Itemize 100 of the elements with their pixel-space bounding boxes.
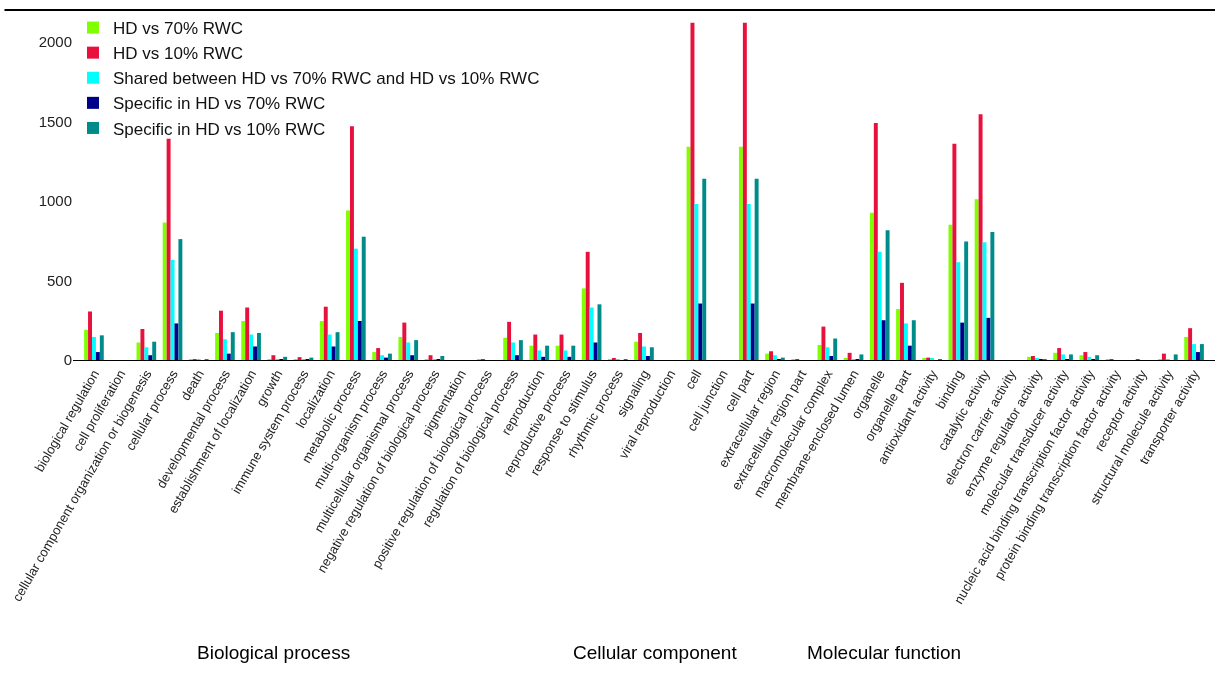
bar xyxy=(585,251,590,360)
bar xyxy=(529,345,534,360)
bar xyxy=(357,321,362,360)
bar xyxy=(952,143,957,360)
bar xyxy=(241,321,246,360)
bar xyxy=(956,262,961,360)
y-tick-label: 500 xyxy=(46,271,72,289)
bar xyxy=(589,307,594,360)
legend-label: HD vs 70% RWC xyxy=(113,19,244,39)
bar xyxy=(738,146,743,360)
bar xyxy=(833,338,838,360)
bar xyxy=(245,307,250,360)
text: Cellular component xyxy=(573,642,738,663)
bar xyxy=(859,354,864,360)
bar xyxy=(896,309,901,360)
bar xyxy=(750,303,755,360)
bar xyxy=(765,353,770,360)
y-tick-label: 0 xyxy=(63,351,72,369)
bar xyxy=(829,356,834,360)
bar xyxy=(698,303,703,360)
bar xyxy=(571,345,576,360)
bar xyxy=(537,350,542,360)
bar xyxy=(249,334,254,360)
bar xyxy=(372,352,377,360)
bar xyxy=(581,288,586,360)
bar xyxy=(877,251,882,360)
y-tick-label: 2000 xyxy=(38,33,72,51)
bar xyxy=(900,282,904,360)
bar xyxy=(702,178,707,360)
bar xyxy=(511,342,515,360)
bar xyxy=(84,329,89,360)
bar xyxy=(91,336,96,360)
bar xyxy=(1192,344,1197,360)
bar xyxy=(821,326,826,360)
bar xyxy=(283,356,288,360)
bar xyxy=(1079,355,1084,360)
bar xyxy=(960,322,965,360)
bar xyxy=(353,248,358,360)
bar xyxy=(964,241,969,360)
bar xyxy=(986,317,991,360)
bar xyxy=(297,357,302,360)
bar xyxy=(1031,356,1035,360)
bar xyxy=(1188,328,1193,360)
bar xyxy=(88,311,92,360)
bar xyxy=(95,352,100,360)
bar xyxy=(1061,354,1066,360)
legend-label: Specific in HD vs 70% RWC xyxy=(113,94,326,114)
bar xyxy=(634,341,639,360)
bar xyxy=(773,355,777,360)
bar xyxy=(869,212,874,360)
bar xyxy=(690,22,695,360)
legend-label: Shared between HD vs 70% RWC and HD vs 10% RWC xyxy=(113,69,540,89)
text: Molecular function xyxy=(807,642,962,663)
bar xyxy=(1083,352,1088,360)
bar xyxy=(178,239,183,360)
bar xyxy=(515,355,519,360)
bar xyxy=(1057,348,1062,360)
bar xyxy=(507,321,512,360)
bar xyxy=(219,310,223,360)
bar xyxy=(402,322,407,360)
bar xyxy=(541,356,546,360)
legend-label: HD vs 10% RWC xyxy=(113,44,244,64)
y-tick-label: 1000 xyxy=(38,192,72,210)
bar xyxy=(253,346,257,360)
bar xyxy=(226,353,231,360)
bar xyxy=(907,345,912,360)
bar xyxy=(1199,344,1204,360)
bar xyxy=(567,356,572,360)
bar xyxy=(885,230,890,360)
bar xyxy=(847,352,852,360)
bar xyxy=(1161,353,1166,360)
bar xyxy=(503,337,508,360)
bar xyxy=(873,122,878,360)
bar xyxy=(1184,336,1189,360)
bar xyxy=(645,356,650,360)
bar xyxy=(387,353,392,360)
bar xyxy=(1196,352,1200,360)
bar xyxy=(323,306,328,360)
bar xyxy=(948,224,953,360)
bar xyxy=(974,199,979,360)
bar xyxy=(410,355,415,360)
bar xyxy=(518,340,523,360)
bar xyxy=(1053,352,1058,360)
bar xyxy=(319,321,324,360)
bar xyxy=(1068,354,1073,360)
bar xyxy=(271,355,276,360)
bar xyxy=(361,236,366,360)
bar xyxy=(398,336,403,360)
bar xyxy=(349,126,354,360)
bar xyxy=(555,345,560,360)
bar xyxy=(148,355,153,360)
bar xyxy=(825,347,830,360)
bar xyxy=(346,210,350,360)
bar xyxy=(406,342,411,360)
bar xyxy=(215,332,220,360)
bar xyxy=(649,347,654,360)
bar xyxy=(769,351,773,360)
bar xyxy=(162,222,167,360)
bar xyxy=(638,332,643,360)
bar xyxy=(170,259,175,360)
